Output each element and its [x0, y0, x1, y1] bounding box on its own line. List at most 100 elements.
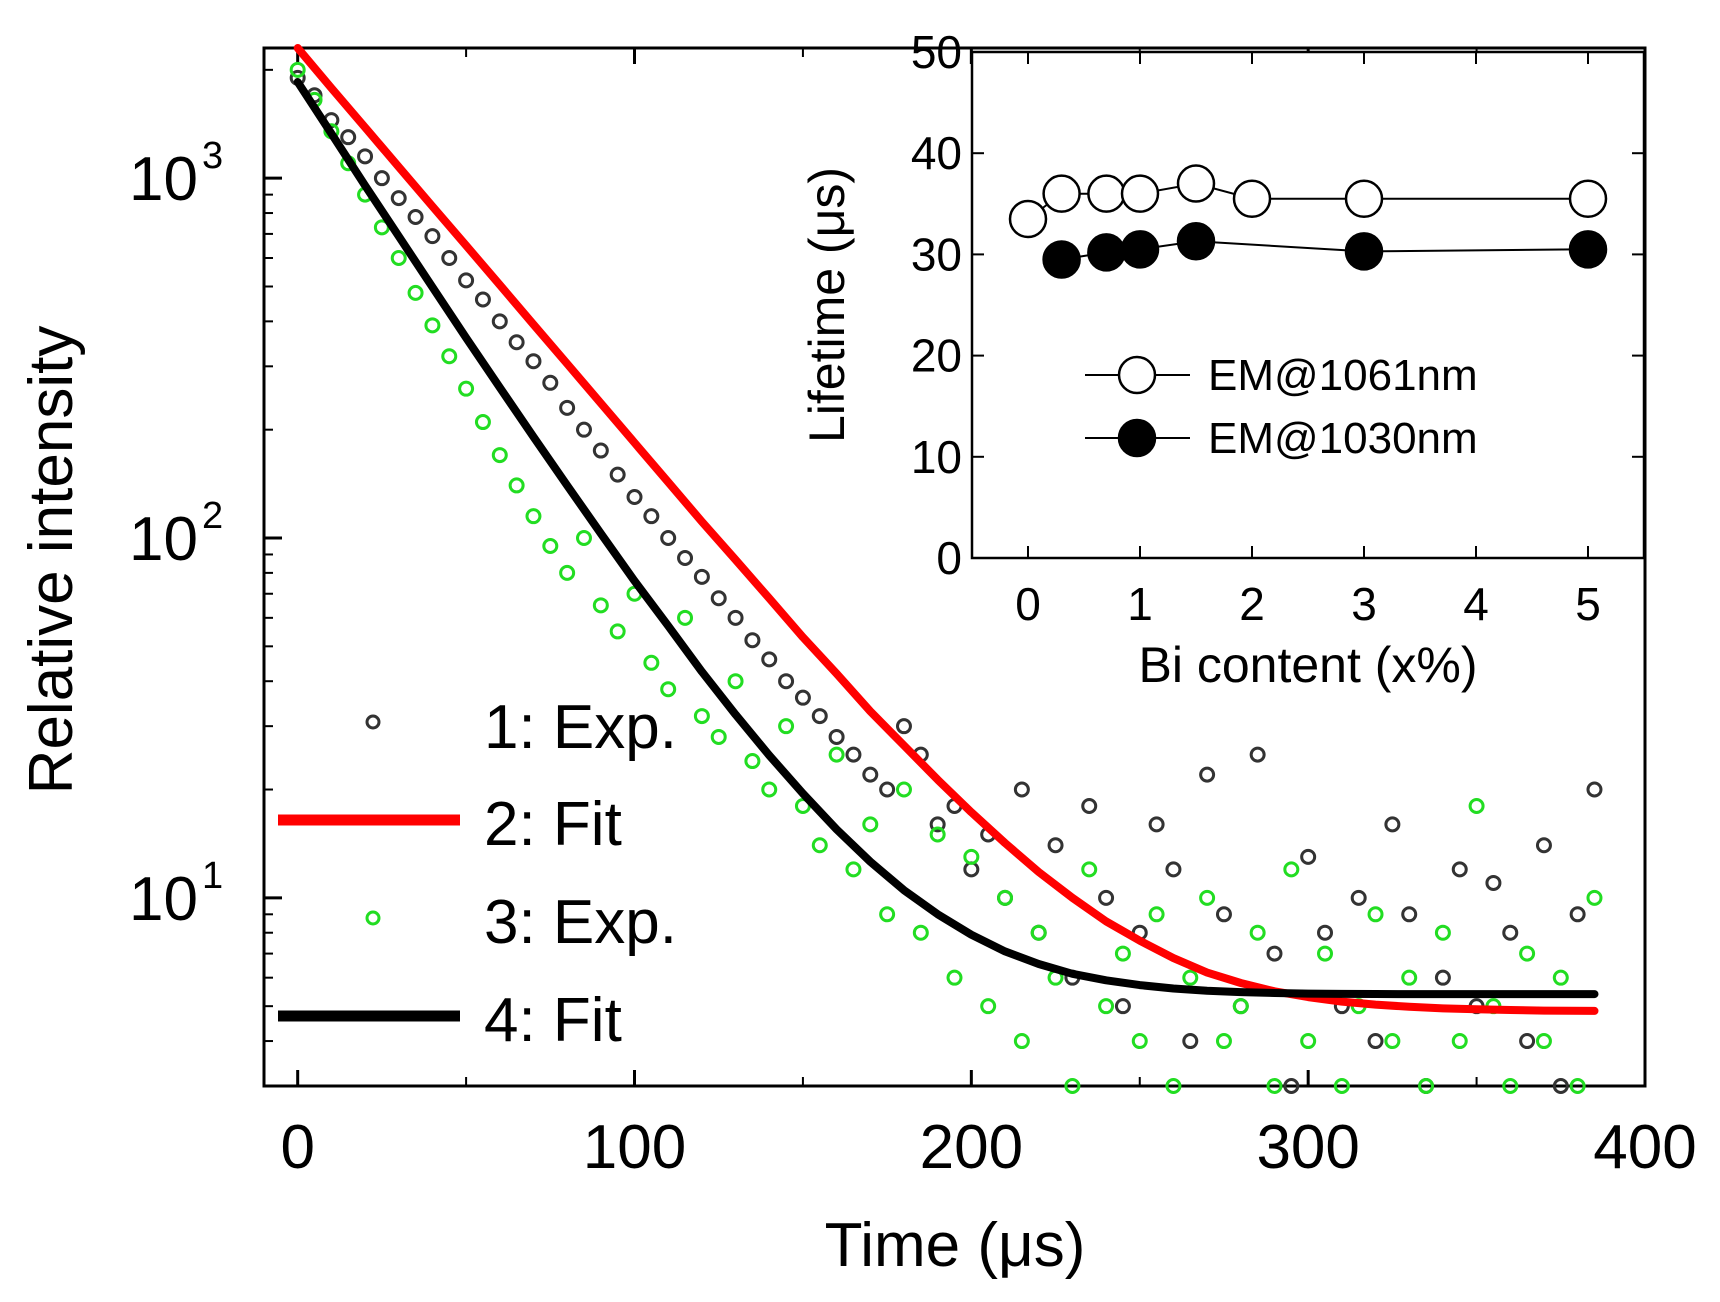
exp1-point [1249, 746, 1266, 763]
exp1-point [929, 816, 946, 833]
exp1-point [895, 718, 912, 735]
exp1-point [1182, 1033, 1199, 1050]
exp3-point [997, 889, 1014, 906]
inset-legend-label-1030: EM@1030nm [1208, 414, 1478, 463]
exp3-point [963, 848, 980, 865]
exp3-point [1030, 924, 1047, 941]
exp3-point [1249, 924, 1266, 941]
legend-marker-exp1 [365, 714, 381, 730]
inset-x-tick-label: 2 [1239, 578, 1265, 630]
exp3-point [559, 564, 576, 581]
exp3-point [1266, 1078, 1283, 1094]
exp1-point [1401, 906, 1418, 923]
exp1-point [1215, 906, 1232, 923]
inset-legend-label-1061: EM@1061nm [1208, 351, 1478, 400]
inset-x-tick-label: 3 [1351, 578, 1377, 630]
exp3-point [474, 414, 491, 431]
exp3-point [1013, 1033, 1030, 1050]
fit2-line [293, 44, 1599, 1015]
exp1-point [575, 421, 592, 438]
main-x-tick-label: 0 [280, 1113, 314, 1182]
exp1-point [1199, 766, 1216, 783]
inset-point-1030 [1568, 230, 1608, 269]
exp3-point [912, 924, 929, 941]
exp1-point [1266, 945, 1283, 962]
exp3-point [1468, 797, 1485, 814]
exp3-point [1148, 906, 1165, 923]
exp3-point [1333, 1078, 1350, 1094]
exp3-point [1064, 1078, 1081, 1094]
main-x-tick-label: 100 [583, 1113, 686, 1182]
exp3-point [609, 623, 626, 640]
exp1-point [474, 291, 491, 308]
exp1-point [1350, 889, 1367, 906]
exp1-point [1451, 861, 1468, 878]
inset-point-1061 [1008, 199, 1048, 239]
exp3-point [525, 508, 542, 525]
exp3-point [1131, 1033, 1148, 1050]
exp1-point [660, 530, 677, 547]
inset-y-tick-label: 50 [911, 26, 962, 78]
exp3-point [895, 781, 912, 798]
inset-series-layer [1008, 164, 1608, 279]
inset-y-tick-label: 10 [911, 431, 962, 483]
exp3-point [828, 746, 845, 763]
exp1-point [424, 228, 441, 245]
exp3-point [1434, 924, 1451, 941]
main-x-tick-label: 200 [920, 1113, 1023, 1182]
inset-legend-marker-1061 [1117, 355, 1157, 395]
exp3-point [1401, 969, 1418, 986]
exp1-point [592, 442, 609, 459]
exp1-point [879, 781, 896, 798]
exp1-point [441, 249, 458, 266]
exp3-point [744, 753, 761, 770]
inset-plot-frame [970, 50, 1646, 560]
inset-y-tick-label: 40 [911, 127, 962, 179]
exp3-point [1182, 969, 1199, 986]
exp3-point [862, 816, 879, 833]
exp3-point [660, 681, 677, 698]
exp3-point [1165, 1078, 1182, 1094]
exp3-point [542, 538, 559, 555]
exp3-point [1081, 861, 1098, 878]
exp3-point [845, 861, 862, 878]
main-y-tick-exponent: 3 [202, 135, 223, 177]
exp3-point [946, 969, 963, 986]
inset-point-1061 [1344, 179, 1384, 218]
inset-point-1061 [1042, 174, 1081, 213]
exp3-point [677, 609, 694, 626]
exp1-point [1569, 906, 1586, 923]
exp1-point [1552, 1078, 1569, 1094]
exp1-point [559, 399, 576, 416]
legend-label-exp3: 3: Exp. [484, 888, 677, 957]
exp3-point [1418, 1078, 1435, 1094]
inset-point-1061 [1232, 179, 1272, 218]
exp3-point [1451, 1033, 1468, 1050]
main-x-axis-label: Time (μs) [825, 1211, 1086, 1280]
main-y-tick-label: 10 [129, 145, 198, 214]
exp3-point [491, 447, 508, 464]
exp3-point [980, 998, 997, 1015]
exp1-point [1434, 969, 1451, 986]
exp1-point [1148, 816, 1165, 833]
exp3-point [1114, 945, 1131, 962]
exp1-point [542, 374, 559, 391]
exp3-point [778, 718, 795, 735]
fit4-line [293, 78, 1599, 999]
exp3-point [1384, 1033, 1401, 1050]
exp1-point [1317, 924, 1334, 941]
legend-label-fit2: 2: Fit [484, 790, 622, 859]
exp1-point [1047, 837, 1064, 854]
inset-y-tick-label: 0 [936, 532, 962, 584]
exp3-point [710, 728, 727, 745]
exp1-point [727, 609, 744, 626]
exp3-point [1232, 998, 1249, 1015]
exp3-point [575, 530, 592, 547]
exp3-point [592, 597, 609, 614]
inset-point-1061 [1087, 174, 1126, 213]
main-legend: 1: Exp. 2: Fit 3: Exp. 4: Fit [278, 693, 677, 1055]
inset-chart: 0 1 2 3 4 5 0 10 20 30 40 50 Bi content (x%) Lifet… [799, 26, 1646, 693]
exp3-point [1300, 1033, 1317, 1050]
exp3-point [424, 317, 441, 334]
